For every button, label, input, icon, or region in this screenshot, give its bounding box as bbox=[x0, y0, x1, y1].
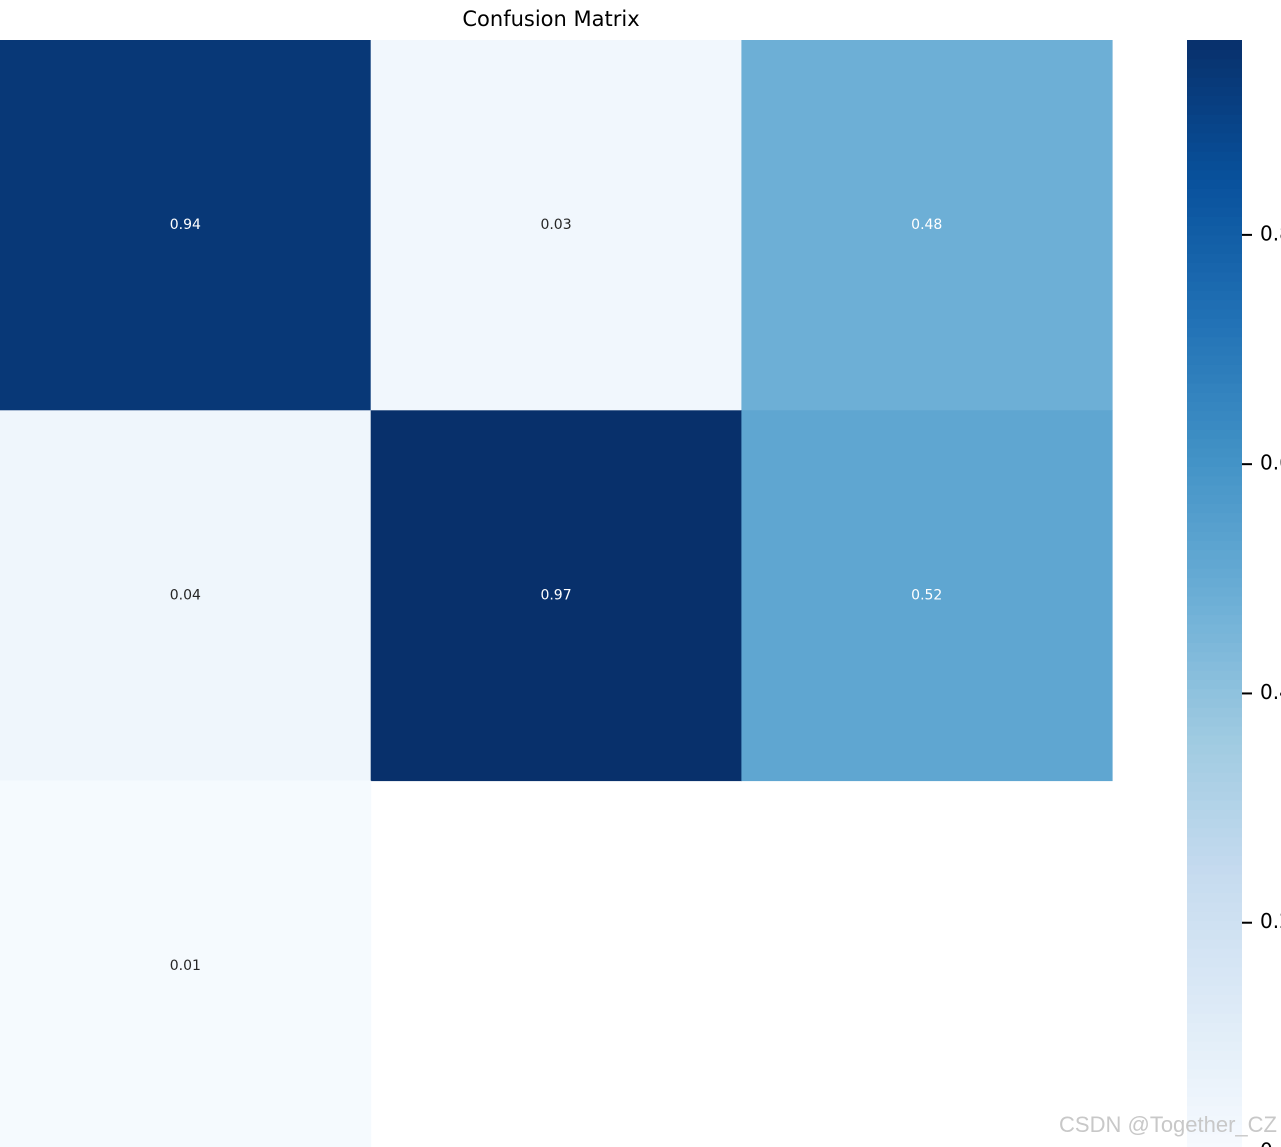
heatmap-cell bbox=[741, 40, 1113, 411]
cell-label: 0.52 bbox=[911, 587, 942, 603]
cell-label: 0.94 bbox=[170, 217, 201, 233]
colorbar-tick-label: 0.8 bbox=[1260, 221, 1281, 245]
heatmap-cell bbox=[0, 410, 372, 782]
heatmap-cell bbox=[0, 40, 372, 411]
cell-label: 0.03 bbox=[540, 217, 571, 233]
heatmap-cell bbox=[741, 410, 1113, 782]
watermark: CSDN @Together_CZ bbox=[1059, 1112, 1277, 1137]
heatmap-cell bbox=[0, 780, 372, 1147]
colorbar-tick-label: 0 bbox=[1260, 1139, 1273, 1147]
heatmap-cell bbox=[370, 410, 742, 782]
colorbar-tick-label: 0.2 bbox=[1260, 909, 1281, 933]
chart-title: Confusion Matrix bbox=[462, 7, 639, 31]
cell-label: 0.01 bbox=[170, 958, 201, 974]
cell-label: 0.97 bbox=[540, 587, 571, 603]
colorbar-tick-label: 0.6 bbox=[1260, 451, 1281, 475]
cell-label: 0.48 bbox=[911, 217, 942, 233]
cell-label: 0.04 bbox=[170, 587, 201, 603]
colorbar-tick-label: 0.4 bbox=[1260, 680, 1281, 704]
heatmap-cell bbox=[370, 40, 742, 411]
